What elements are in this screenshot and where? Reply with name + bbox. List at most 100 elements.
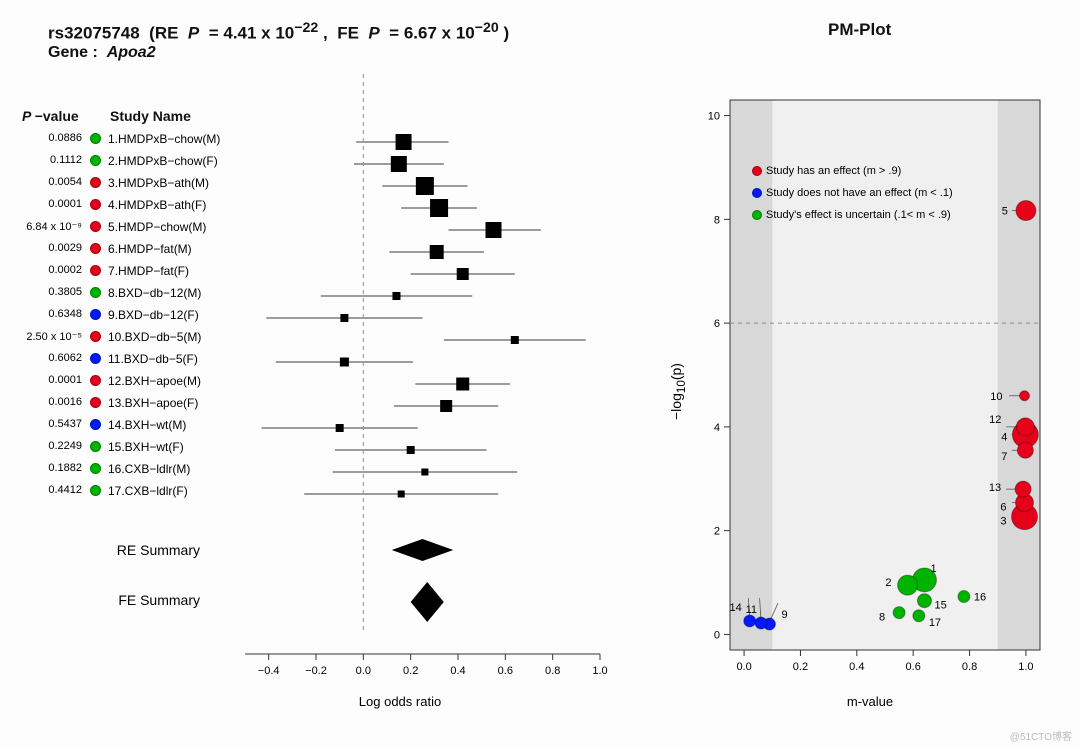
svg-text:16: 16 xyxy=(974,592,986,604)
gene-label: Gene : xyxy=(48,44,98,61)
svg-text:0.0: 0.0 xyxy=(736,661,751,673)
status-dot-icon xyxy=(90,177,101,188)
status-dot-icon xyxy=(90,441,101,452)
svg-text:1: 1 xyxy=(930,563,936,575)
pvalue-text: 0.4412 xyxy=(0,484,82,496)
svg-text:3: 3 xyxy=(1000,516,1006,528)
pvalue-text: 0.2249 xyxy=(0,440,82,452)
svg-text:−0.2: −0.2 xyxy=(305,665,327,677)
figure-canvas: rs32075748 (RE P = 4.41 x 10−22 , FE P =… xyxy=(0,0,1080,749)
re-p-exp: −22 xyxy=(294,20,318,36)
left-title: rs32075748 (RE P = 4.41 x 10−22 , FE P =… xyxy=(48,20,509,44)
status-dot-icon xyxy=(90,265,101,276)
gene-name: Apoa2 xyxy=(107,44,156,61)
snp-id: rs32075748 xyxy=(48,24,140,43)
status-dot-icon xyxy=(90,309,101,320)
svg-text:2: 2 xyxy=(885,577,891,589)
study-name-text: 14.BXH−wt(M) xyxy=(108,418,186,432)
svg-text:−0.4: −0.4 xyxy=(258,665,280,677)
p-symbol-2: P xyxy=(368,24,379,43)
svg-text:0.4: 0.4 xyxy=(450,665,465,677)
re-summary-label: RE Summary xyxy=(70,542,200,558)
status-dot-icon xyxy=(90,353,101,364)
svg-text:0.2: 0.2 xyxy=(793,661,808,673)
forest-plot: −0.4−0.20.00.20.40.60.81.0 xyxy=(185,124,605,584)
status-dot-icon xyxy=(90,155,101,166)
pm-point xyxy=(755,617,767,629)
pm-xlabel: m-value xyxy=(820,694,920,709)
status-dot-icon xyxy=(90,419,101,430)
status-dot-icon xyxy=(90,375,101,386)
pvalue-text: 6.84 x 10⁻⁹ xyxy=(0,220,82,233)
status-dot-icon xyxy=(90,199,101,210)
pvalue-text: 0.0029 xyxy=(0,242,82,254)
gene-line: Gene : Apoa2 xyxy=(48,44,156,62)
status-dot-icon xyxy=(90,133,101,144)
pvalue-text: 0.1112 xyxy=(0,154,82,166)
re-label: RE xyxy=(155,24,179,43)
study-name-text: 7.HMDP−fat(F) xyxy=(108,264,189,278)
pvalue-text: 0.0886 xyxy=(0,132,82,144)
pm-point xyxy=(898,575,918,595)
svg-text:8: 8 xyxy=(714,214,720,226)
svg-text:2: 2 xyxy=(714,526,720,538)
svg-text:0.6: 0.6 xyxy=(498,665,513,677)
svg-text:6: 6 xyxy=(1000,502,1006,514)
svg-text:0.8: 0.8 xyxy=(545,665,560,677)
pm-point xyxy=(744,615,756,627)
svg-text:4: 4 xyxy=(714,422,720,434)
svg-text:0.2: 0.2 xyxy=(403,665,418,677)
svg-text:11: 11 xyxy=(746,604,757,616)
status-dot-icon xyxy=(90,287,101,298)
p-symbol: P xyxy=(188,24,199,43)
svg-text:15: 15 xyxy=(934,600,946,612)
status-dot-icon xyxy=(90,485,101,496)
pvalue-text: 0.6062 xyxy=(0,352,82,364)
watermark: @51CTO博客 xyxy=(1010,728,1072,743)
svg-text:0.0: 0.0 xyxy=(356,665,371,677)
pvalue-text: 0.1882 xyxy=(0,462,82,474)
pm-point xyxy=(1017,442,1033,458)
pvalue-text: 2.50 x 10⁻⁵ xyxy=(0,330,82,343)
svg-text:17: 17 xyxy=(929,617,941,629)
svg-text:13: 13 xyxy=(989,482,1001,494)
svg-text:4: 4 xyxy=(1001,432,1007,444)
svg-text:0: 0 xyxy=(714,629,720,641)
status-dot-icon xyxy=(90,397,101,408)
legend-text: Study has an effect (m > .9) xyxy=(766,165,901,177)
pvalue-header: P −value xyxy=(22,108,79,124)
pm-point xyxy=(958,591,970,603)
pvalue-text: 0.0002 xyxy=(0,264,82,276)
legend-item: Study does not have an effect (m < .1) xyxy=(752,187,953,199)
legend-item: Study has an effect (m > .9) xyxy=(752,165,901,177)
svg-text:9: 9 xyxy=(781,609,787,621)
svg-text:0.6: 0.6 xyxy=(906,661,921,673)
svg-text:1.0: 1.0 xyxy=(592,665,607,677)
pvalue-text: 0.3805 xyxy=(0,286,82,298)
legend-text: Study does not have an effect (m < .1) xyxy=(766,187,953,199)
pm-point xyxy=(917,594,931,608)
pvalue-text: 0.0001 xyxy=(0,198,82,210)
svg-text:10: 10 xyxy=(708,111,720,123)
pvalue-text: 0.0054 xyxy=(0,176,82,188)
study-name-text: 15.BXH−wt(F) xyxy=(108,440,184,454)
forest-xlabel: Log odds ratio xyxy=(310,694,490,709)
pm-point xyxy=(893,607,905,619)
svg-text:7: 7 xyxy=(1001,451,1007,463)
fe-p-exp: −20 xyxy=(475,20,499,36)
pm-point xyxy=(913,610,925,622)
pm-ylabel: −log10(p) xyxy=(668,363,688,420)
status-dot-icon xyxy=(90,463,101,474)
svg-text:5: 5 xyxy=(1002,206,1008,218)
legend-text: Study's effect is uncertain (.1< m < .9) xyxy=(766,209,951,221)
re-p-mantissa: 4.41 xyxy=(223,24,256,43)
svg-text:8: 8 xyxy=(879,612,885,624)
pm-point xyxy=(1016,418,1034,436)
pvalue-text: 0.0001 xyxy=(0,374,82,386)
legend-item: Study's effect is uncertain (.1< m < .9) xyxy=(752,209,951,221)
pm-point xyxy=(1016,201,1036,221)
pm-point xyxy=(1015,481,1031,497)
svg-text:14: 14 xyxy=(729,602,741,614)
status-dot-icon xyxy=(90,221,101,232)
pvalue-text: 0.0016 xyxy=(0,396,82,408)
